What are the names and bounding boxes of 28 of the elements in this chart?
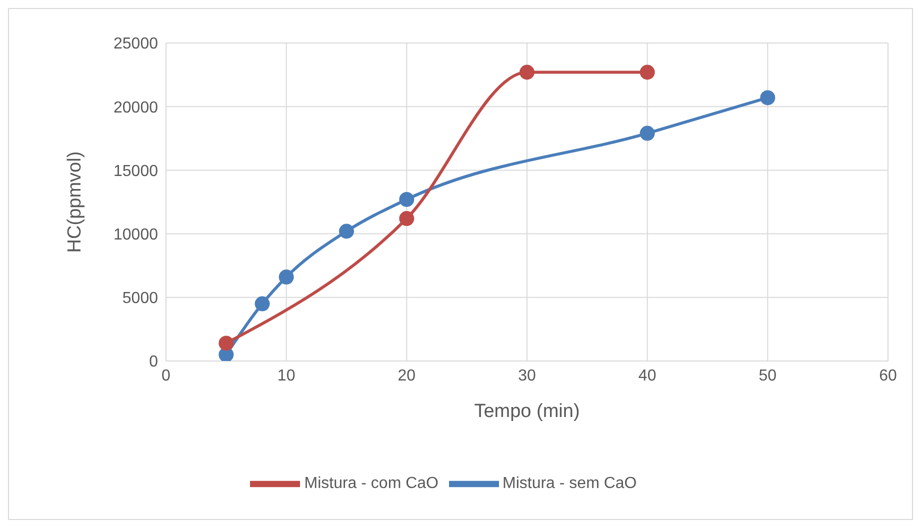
y-tick-label: 25000 xyxy=(114,36,158,53)
point xyxy=(399,192,414,207)
point xyxy=(218,336,234,351)
point xyxy=(218,347,234,361)
y-tick-label: 5000 xyxy=(122,290,158,308)
point xyxy=(520,64,534,80)
legend-label: Mistura - com CaO xyxy=(304,475,438,492)
x-tick-label: 30 xyxy=(518,367,536,384)
point xyxy=(278,270,294,285)
x-tick-label: 50 xyxy=(758,367,777,384)
x-tick-label: 10 xyxy=(277,367,296,384)
point xyxy=(399,211,414,226)
x-tick-label: 60 xyxy=(879,367,897,384)
y-tick-label: 15000 xyxy=(114,162,158,180)
x-tick-label: 40 xyxy=(638,367,656,384)
legend-label: Mistura - sem CaO xyxy=(502,475,637,492)
point xyxy=(339,224,354,239)
x-tick-label: 20 xyxy=(398,367,416,384)
y-tick-label: 20000 xyxy=(114,99,158,116)
y-tick-label: 0 xyxy=(149,354,158,371)
point xyxy=(640,126,655,141)
x-axis-title: Tempo (min) xyxy=(474,401,580,422)
point xyxy=(760,90,776,106)
point xyxy=(640,64,655,80)
x-tick-label: 0 xyxy=(162,367,171,384)
y-tick-label: 10000 xyxy=(114,226,158,244)
point xyxy=(254,296,270,312)
y-axis-title: HC(ppmvol) xyxy=(64,151,86,253)
